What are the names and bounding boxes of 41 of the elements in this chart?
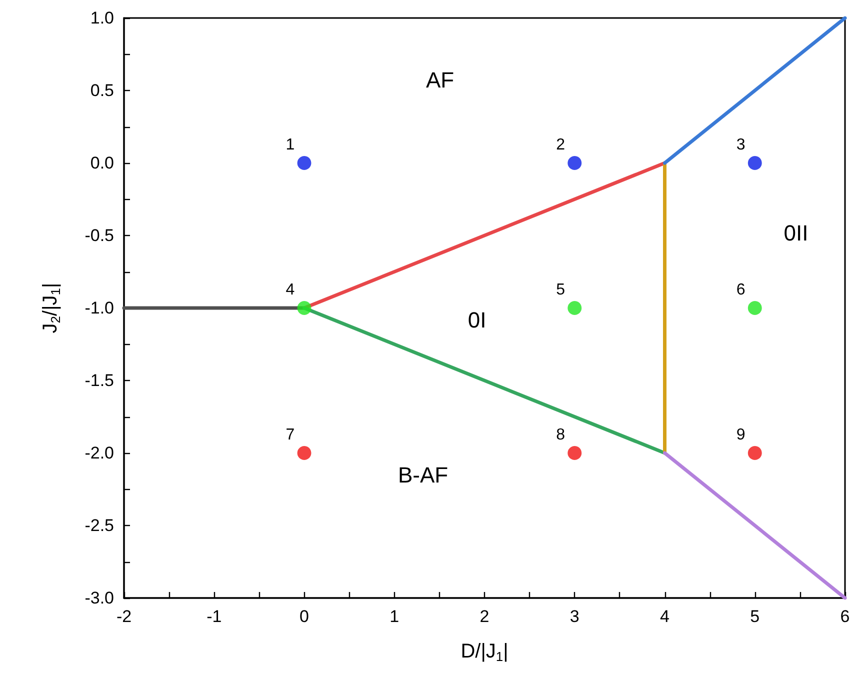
annotation: 8 <box>556 426 566 444</box>
x-tick-label: 3 <box>570 607 580 626</box>
point <box>297 446 312 460</box>
point <box>748 446 762 460</box>
x-tick-label: 1 <box>390 607 400 626</box>
x-tick-label: 4 <box>660 607 670 626</box>
annotation: 6 <box>736 282 746 298</box>
x-tick-label: -2 <box>116 607 132 626</box>
y-tick-label: -1.0 <box>84 298 114 318</box>
y-tick-label: 0.5 <box>90 81 114 100</box>
x-tick-label: -1 <box>206 607 222 626</box>
point <box>748 301 762 315</box>
y-tick-label: -3.0 <box>84 588 114 608</box>
point <box>568 301 582 315</box>
y-tick-label: -1.5 <box>84 371 114 390</box>
annotation: 4 <box>286 282 295 298</box>
annotation: 7 <box>286 426 295 444</box>
y-tick-label: -2.0 <box>84 444 114 462</box>
x-tick-label: 0 <box>300 607 309 626</box>
point <box>568 446 582 460</box>
y-tick-label: -2.5 <box>84 516 114 535</box>
point <box>297 301 312 315</box>
y-tick-label: 1.0 <box>90 8 114 28</box>
annotation: B-AF <box>398 462 448 488</box>
annotation: 2 <box>556 136 566 154</box>
y-tick-label: -0.5 <box>84 226 114 245</box>
x-tick-label: 5 <box>750 607 760 626</box>
point <box>568 156 582 170</box>
annotation: 1 <box>286 136 295 154</box>
x-tick-label: 6 <box>840 607 850 626</box>
x-tick-label: 2 <box>480 607 490 626</box>
point <box>297 156 312 170</box>
point <box>748 156 762 170</box>
annotation: AF <box>426 68 454 92</box>
annotation: 5 <box>556 282 566 298</box>
y-axis-title: J2/|J1| <box>40 282 63 334</box>
annotation: 3 <box>736 136 746 154</box>
y-tick-label: 0.0 <box>90 154 114 172</box>
annotation: 9 <box>736 426 746 444</box>
annotation: 0II <box>784 220 808 246</box>
annotation: 0I <box>468 308 486 332</box>
